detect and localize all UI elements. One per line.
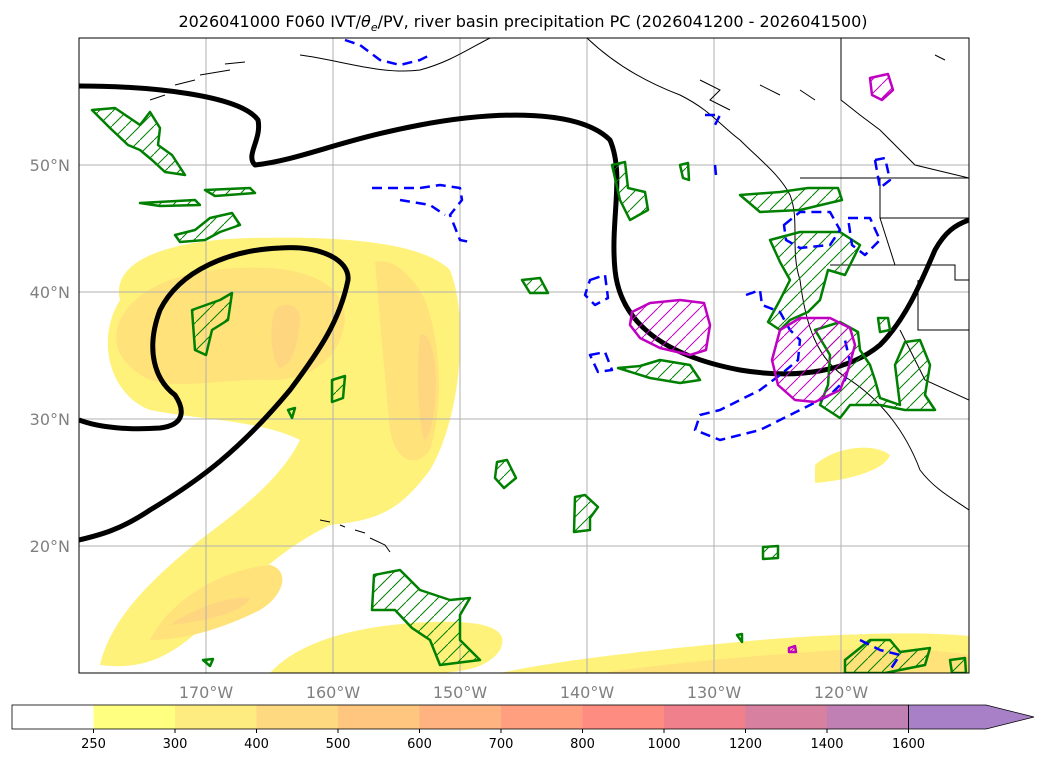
colorbar-segment <box>256 705 339 729</box>
colorbar-segment <box>419 705 502 729</box>
coastlines <box>149 38 969 553</box>
plot-frame <box>78 37 970 674</box>
lat-label-30: 30°N <box>30 410 70 429</box>
colorbar-tick-label: 1000 <box>647 737 680 752</box>
colorbar-segment <box>501 705 583 729</box>
lon-label-140w: 140°W <box>560 683 615 702</box>
colorbar-tick-label: 500 <box>326 737 351 752</box>
colorbar-segment <box>827 705 909 729</box>
figure-title: 2026041000 F060 IVT/θe/PV, river basin p… <box>178 12 867 34</box>
plot-area <box>79 38 969 673</box>
lat-label-20: 20°N <box>30 537 70 556</box>
colorbar-segment <box>664 705 746 729</box>
lon-label-160w: 160°W <box>306 683 361 702</box>
lat-label-50: 50°N <box>30 156 70 175</box>
colorbar-tick-label: 600 <box>407 737 432 752</box>
ivt-core-2 <box>271 304 300 368</box>
colorbar-tick-label: 1200 <box>729 737 762 752</box>
colorbar-extend-arrow <box>908 704 1035 730</box>
colorbar-tick-label: 300 <box>163 737 188 752</box>
colorbar-segment <box>93 705 176 729</box>
lon-label-130w: 130°W <box>687 683 742 702</box>
colorbar-tick-label: 400 <box>244 737 269 752</box>
lat-labels: 50°N 40°N 30°N 20°N <box>30 156 70 556</box>
negative-contours <box>344 38 902 671</box>
colorbar: 250 300 400 500 600 700 800 1000 1200 1400 1600 <box>11 704 1035 752</box>
colorbar-segment <box>175 705 257 729</box>
ivt-tail-core-2 <box>170 597 250 625</box>
colorbar-segment-below <box>12 705 94 729</box>
lat-label-40: 40°N <box>30 283 70 302</box>
colorbar-segment <box>338 705 420 729</box>
colorbar-outline <box>11 704 909 730</box>
colorbar-tick-label: 800 <box>570 737 595 752</box>
magenta-contours <box>628 72 895 654</box>
colorbar-tick-label: 1400 <box>810 737 843 752</box>
ivt-core-4 <box>417 334 436 440</box>
lon-label-170w: 170°W <box>179 683 234 702</box>
lon-label-150w: 150°W <box>433 683 488 702</box>
colorbar-tick-label: 700 <box>489 737 514 752</box>
lon-label-120w: 120°W <box>814 683 869 702</box>
ivt-small-patch <box>815 447 890 483</box>
lon-labels: 170°W 160°W 150°W 140°W 130°W 120°W <box>179 683 869 702</box>
colorbar-segment <box>745 705 828 729</box>
colorbar-tick-label: 1600 <box>892 737 925 752</box>
colorbar-segment <box>582 705 665 729</box>
colorbar-tick-label: 250 <box>81 737 106 752</box>
